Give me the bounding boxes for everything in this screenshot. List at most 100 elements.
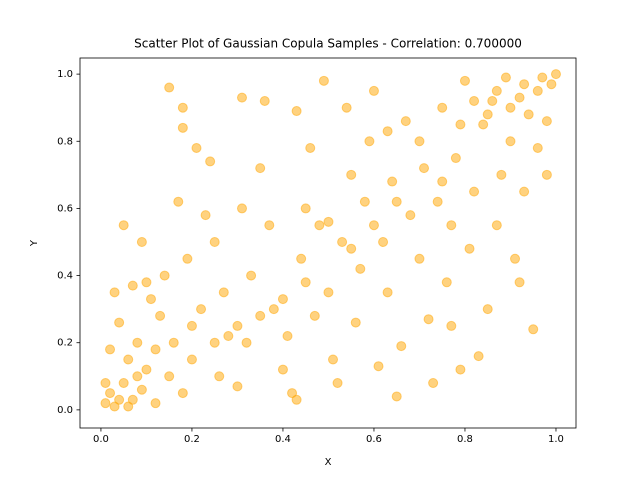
point — [400, 116, 411, 127]
point — [541, 169, 552, 180]
point — [500, 72, 511, 83]
point — [414, 136, 425, 147]
point — [155, 310, 166, 321]
x-tick-label: 0.8 — [457, 434, 473, 445]
point — [177, 122, 188, 133]
point — [205, 156, 216, 167]
point — [428, 378, 439, 389]
point — [114, 394, 125, 405]
point — [123, 354, 134, 365]
y-axis-label: Y — [29, 239, 40, 247]
point — [191, 142, 202, 153]
point — [100, 378, 111, 389]
point — [546, 79, 557, 90]
point — [150, 344, 161, 355]
point — [373, 361, 384, 372]
point — [355, 263, 366, 274]
y-tick-label: 1.0 — [57, 69, 73, 80]
point — [469, 95, 480, 106]
point — [264, 220, 275, 231]
x-tick-label: 0.0 — [93, 434, 109, 445]
point — [368, 220, 379, 231]
x-tick-label: 1.0 — [548, 434, 564, 445]
point — [232, 320, 243, 331]
point — [337, 236, 348, 247]
point — [318, 75, 329, 86]
point — [209, 236, 220, 247]
point — [236, 203, 247, 214]
point — [296, 253, 307, 264]
point — [514, 277, 525, 288]
point — [300, 203, 311, 214]
point — [332, 378, 343, 389]
x-tick-label: 0.2 — [184, 434, 200, 445]
point — [145, 294, 156, 305]
point — [255, 163, 266, 174]
point — [118, 378, 129, 389]
point — [432, 196, 443, 207]
point — [437, 102, 448, 113]
point — [414, 253, 425, 264]
point — [132, 371, 143, 382]
point — [423, 314, 434, 325]
y-tick-label: 0.6 — [57, 203, 73, 214]
chart-title: Scatter Plot of Gaussian Copula Samples … — [134, 37, 522, 51]
point — [100, 398, 111, 409]
point — [505, 136, 516, 147]
point — [287, 388, 298, 399]
point — [391, 391, 402, 402]
point — [136, 236, 147, 247]
point — [177, 388, 188, 399]
point — [114, 317, 125, 328]
point — [491, 85, 502, 96]
point — [118, 220, 129, 231]
point — [105, 344, 116, 355]
point — [419, 163, 430, 174]
y-tick-label: 0.2 — [57, 338, 73, 349]
point — [259, 95, 270, 106]
point — [214, 371, 225, 382]
point — [487, 95, 498, 106]
point — [405, 210, 416, 221]
point — [141, 364, 152, 375]
point — [109, 287, 120, 298]
point — [459, 75, 470, 86]
x-axis-label: X — [325, 457, 332, 468]
point — [127, 394, 138, 405]
point — [482, 109, 493, 120]
point — [441, 277, 452, 288]
point — [136, 384, 147, 395]
point — [455, 119, 466, 130]
point — [277, 364, 288, 375]
point — [232, 381, 243, 392]
point — [541, 116, 552, 127]
point — [164, 82, 175, 93]
point — [532, 85, 543, 96]
point — [491, 220, 502, 231]
point — [200, 210, 211, 221]
point — [309, 310, 320, 321]
point — [236, 92, 247, 103]
point — [182, 253, 193, 264]
point — [473, 351, 484, 362]
point — [109, 401, 120, 412]
point — [364, 136, 375, 147]
point — [482, 304, 493, 315]
y-tick-label: 0.8 — [57, 136, 73, 147]
point — [223, 331, 234, 342]
point — [132, 337, 143, 348]
point — [469, 186, 480, 197]
point — [464, 243, 475, 254]
point — [496, 169, 507, 180]
point — [519, 79, 530, 90]
point — [387, 176, 398, 187]
point — [196, 304, 207, 315]
point — [105, 388, 116, 399]
point — [164, 371, 175, 382]
point — [391, 196, 402, 207]
point — [350, 317, 361, 328]
point — [346, 169, 357, 180]
point — [532, 142, 543, 153]
point — [378, 236, 389, 247]
